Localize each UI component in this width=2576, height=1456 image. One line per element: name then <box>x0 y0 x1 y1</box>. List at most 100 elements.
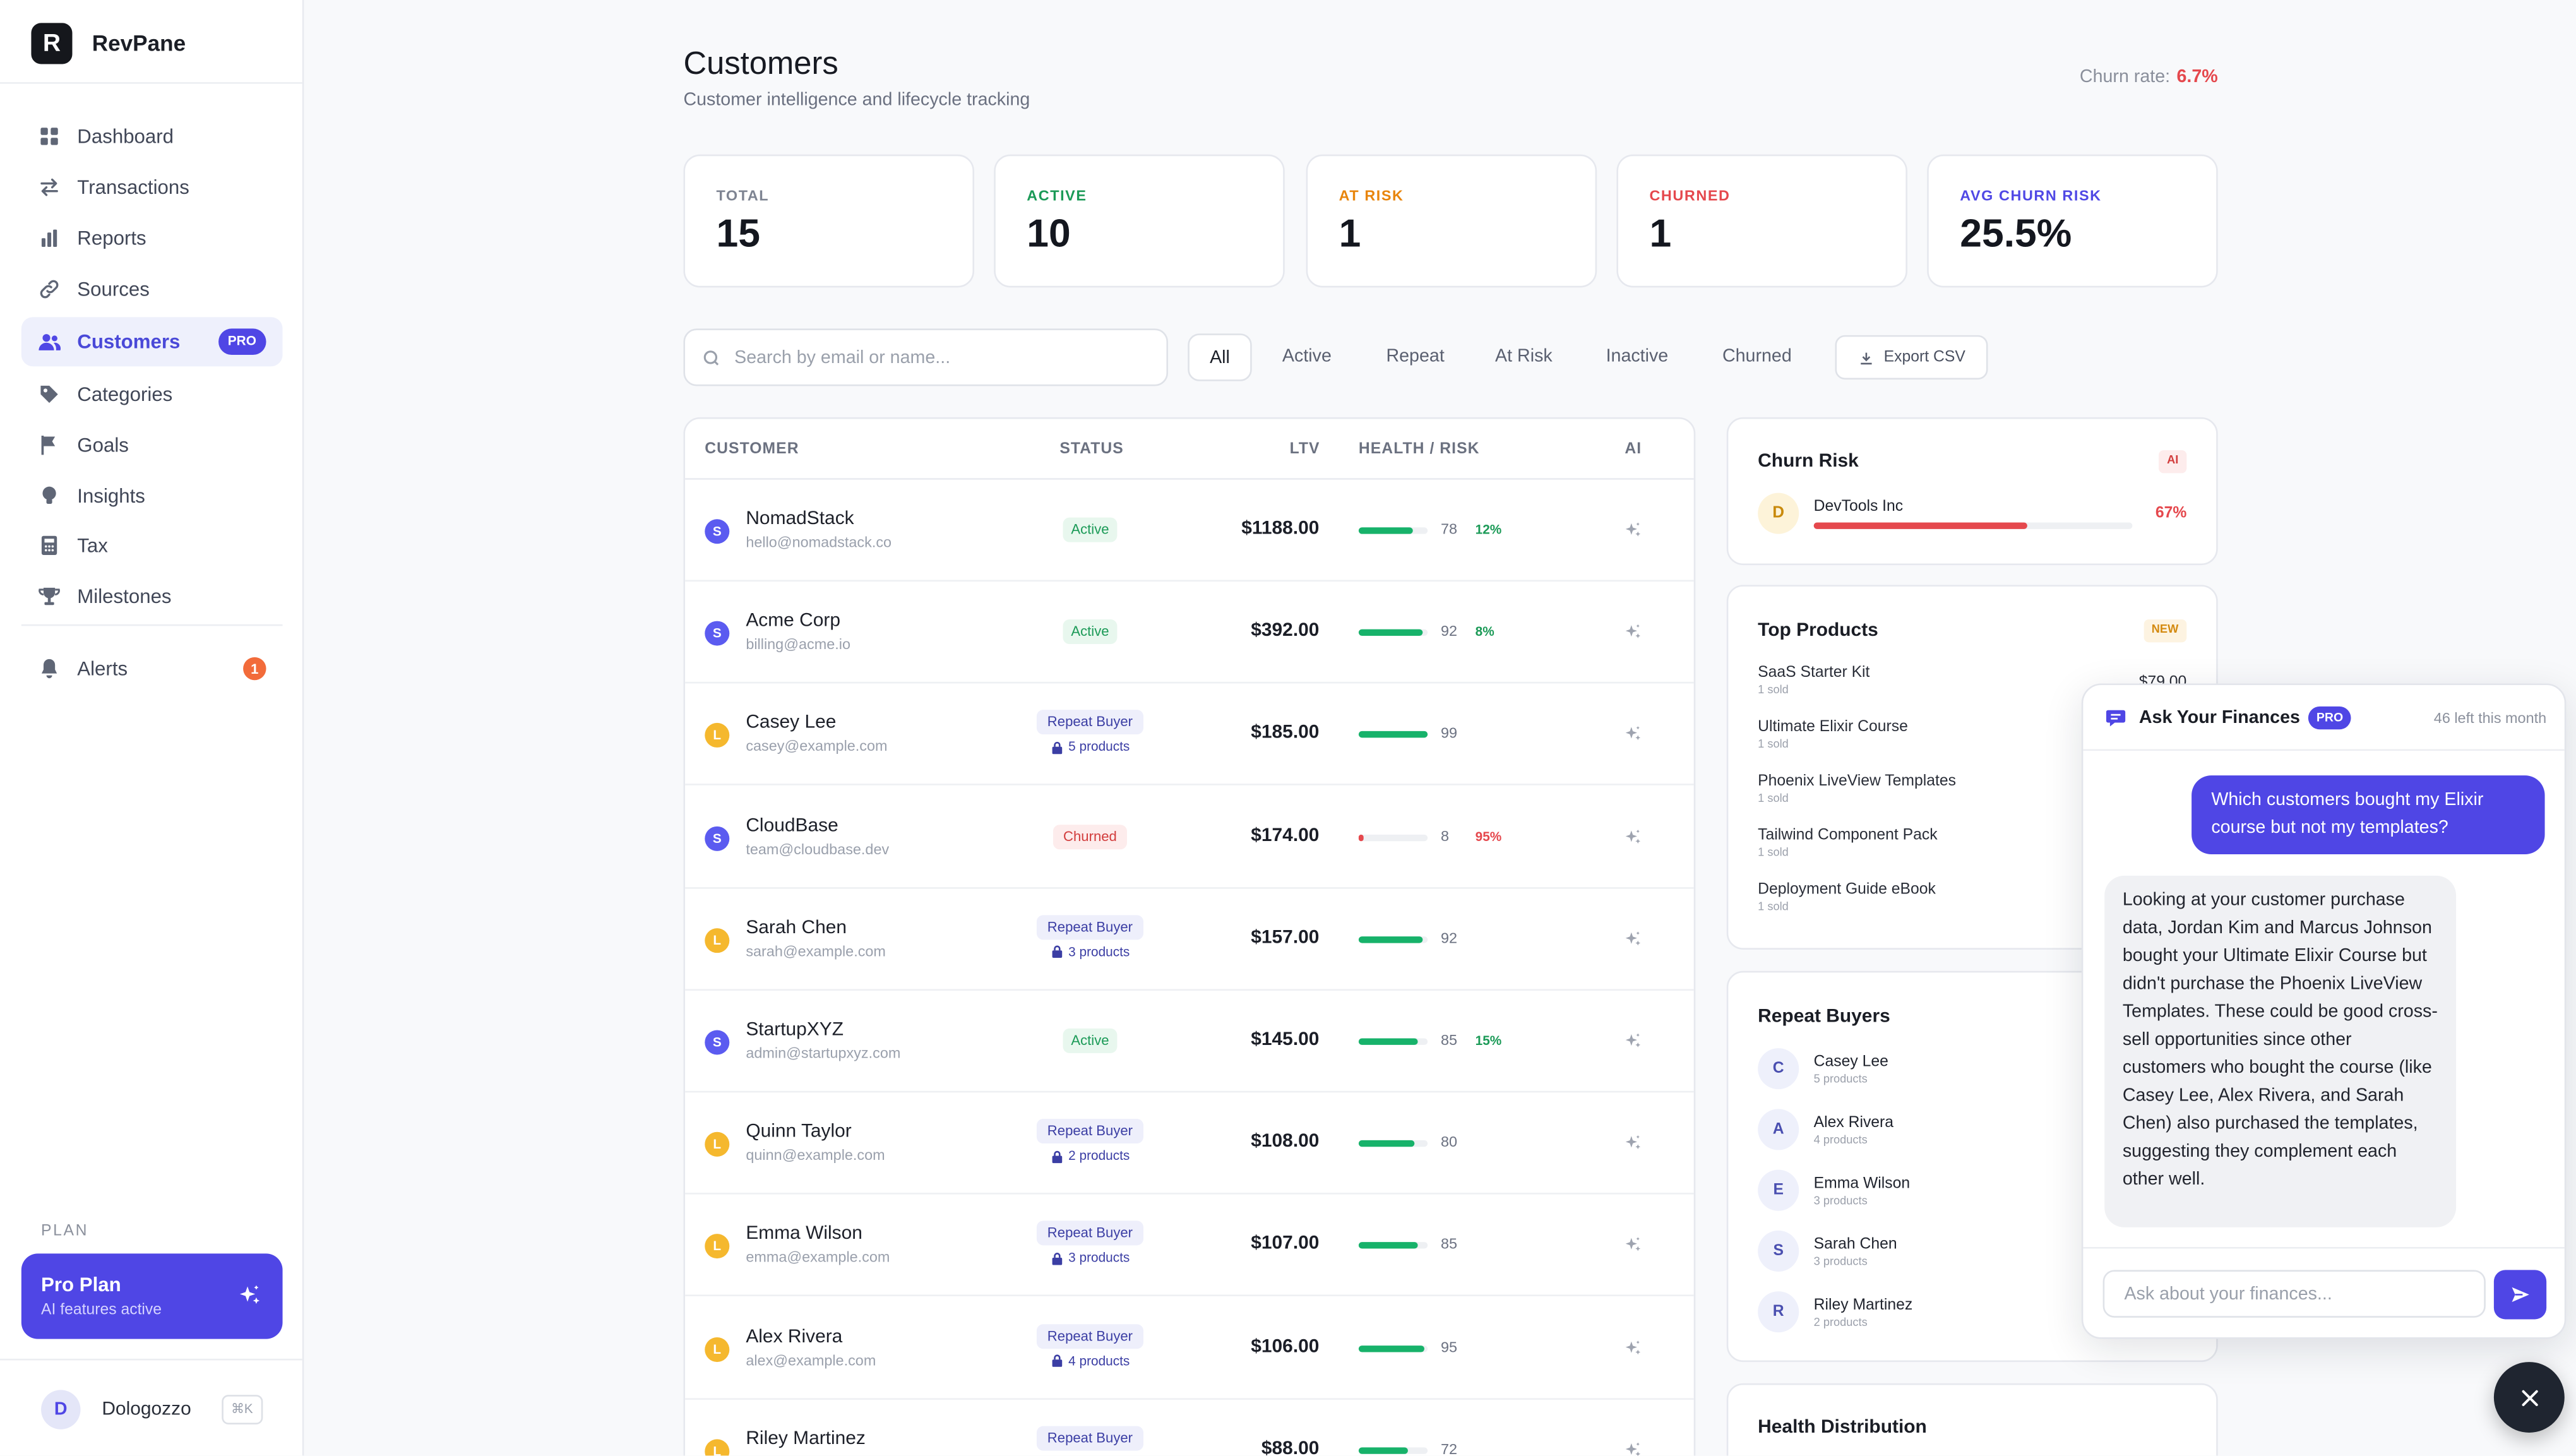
ai-sparkles-icon[interactable] <box>1623 1440 1643 1456</box>
sidebar-item-insights[interactable]: Insights <box>21 472 283 521</box>
products-count-label: 3 products <box>1068 944 1130 960</box>
ai-sparkles-icon[interactable] <box>1623 827 1643 847</box>
sidebar-item-tax[interactable]: Tax <box>21 521 283 570</box>
product-name: Tailwind Component Pack <box>1758 826 1938 845</box>
table-row[interactable]: L Alex Rivera alex@example.com Repeat Buyer… <box>685 1298 1694 1399</box>
customer-name[interactable]: Quinn Taylor <box>746 1122 852 1142</box>
new-tag: NEW <box>2143 619 2187 643</box>
filter-tab-inactive[interactable]: Inactive <box>1606 347 1669 367</box>
list-item[interactable]: C Casey Lee 5 products <box>1758 1048 2086 1090</box>
churn-risk-title: Churn Risk <box>1758 451 1859 472</box>
sidebar-divider <box>0 82 302 84</box>
chat-divider <box>2083 1246 2565 1249</box>
sidebar-item-sources[interactable]: Sources <box>21 265 283 314</box>
chat-input[interactable] <box>2102 1270 2486 1318</box>
sidebar-item-goals[interactable]: Goals <box>21 421 283 470</box>
list-item[interactable]: Deployment Guide eBook 1 sold <box>1758 881 1936 914</box>
filter-tab-all[interactable]: All <box>1188 333 1252 381</box>
list-item[interactable]: A Alex Rivera 4 products <box>1758 1109 2086 1150</box>
health-bar <box>1358 1140 1428 1147</box>
sidebar-item-dashboard[interactable]: Dashboard <box>21 112 283 161</box>
brand[interactable]: R RevPane <box>31 22 186 64</box>
send-button[interactable] <box>2493 1270 2547 1320</box>
ai-sparkles-icon[interactable] <box>1623 623 1643 643</box>
ai-sparkles-icon[interactable] <box>1623 1236 1643 1256</box>
sidebar-item-milestones[interactable]: Milestones <box>21 572 283 621</box>
table-row[interactable]: L Sarah Chen sarah@example.com Repeat Buyer… <box>685 888 1694 991</box>
table-row[interactable]: S CloudBase team@cloudbase.dev Churned $174.… <box>685 786 1694 888</box>
customer-name[interactable]: NomadStack <box>746 509 854 529</box>
search-input[interactable] <box>734 347 1129 367</box>
status-badge: Repeat Buyer <box>1036 1119 1144 1144</box>
customer-name[interactable]: CloudBase <box>746 816 838 836</box>
list-item[interactable]: SaaS Starter Kit 1 sold <box>1758 664 1869 696</box>
sidebar-item-alerts[interactable]: Alerts 1 <box>21 644 283 693</box>
buyer-name: Alex Rivera <box>1813 1114 1894 1132</box>
sidebar-item-reports[interactable]: Reports <box>21 213 283 263</box>
search-box[interactable] <box>683 328 1169 386</box>
stat-card-churned[interactable]: CHURNED 1 <box>1616 154 1907 288</box>
list-item[interactable]: Phoenix LiveView Templates 1 sold <box>1758 772 1956 805</box>
product-sold: 1 sold <box>1758 793 1789 805</box>
ai-sparkles-icon[interactable] <box>1623 725 1643 745</box>
table-row[interactable]: S StartupXYZ admin@startupxyz.com Active $14… <box>685 991 1694 1093</box>
customer-ltv: $174.00 <box>1251 825 1320 845</box>
column-header-status[interactable]: STATUS <box>1059 440 1124 458</box>
filter-tab-repeat[interactable]: Repeat <box>1386 347 1445 367</box>
sidebar-item-transactions[interactable]: Transactions <box>21 163 283 212</box>
stat-card-avg-churn-risk[interactable]: AVG CHURN RISK 25.5% <box>1927 154 2218 288</box>
churn-risk-customer[interactable]: DevTools Inc <box>1813 498 1904 516</box>
table-row[interactable]: L Emma Wilson emma@example.com Repeat Buyer… <box>685 1195 1694 1298</box>
list-item[interactable]: S Sarah Chen 3 products <box>1758 1230 2086 1272</box>
stat-value: 1 <box>1649 212 1672 256</box>
customer-name[interactable]: Emma Wilson <box>746 1224 862 1244</box>
ai-sparkles-icon[interactable] <box>1623 929 1643 949</box>
customer-ltv: $108.00 <box>1251 1132 1320 1152</box>
stat-card-active[interactable]: ACTIVE 10 <box>994 154 1285 288</box>
table-row[interactable]: L Riley Martinez Repeat Buyer $88.00 72 <box>685 1399 1694 1456</box>
table-row[interactable]: L Quinn Taylor quinn@example.com Repeat Buy… <box>685 1093 1694 1195</box>
table-row[interactable]: L Casey Lee casey@example.com Repeat Buyer 5… <box>685 684 1694 786</box>
filter-tab-at-risk[interactable]: At Risk <box>1495 347 1553 367</box>
customer-name[interactable]: Sarah Chen <box>746 918 847 938</box>
column-header-customer[interactable]: CUSTOMER <box>705 440 799 458</box>
customer-name[interactable]: StartupXYZ <box>746 1020 844 1041</box>
ai-sparkles-icon[interactable] <box>1623 1032 1643 1051</box>
list-item[interactable]: Ultimate Elixir Course 1 sold <box>1758 718 1908 751</box>
list-item[interactable]: E Emma Wilson 3 products <box>1758 1169 2086 1211</box>
sidebar-item-label: Dashboard <box>77 124 174 148</box>
customer-name[interactable]: Riley Martinez <box>746 1429 866 1449</box>
stat-card-at-risk[interactable]: AT RISK 1 <box>1306 154 1597 288</box>
ai-sparkles-icon[interactable] <box>1623 1134 1643 1154</box>
close-chat-button[interactable] <box>2493 1362 2565 1433</box>
table-row[interactable]: S NomadStack hello@nomadstack.co Active $118… <box>685 480 1694 582</box>
column-header-ltv[interactable]: LTV <box>1289 440 1320 458</box>
ai-sparkles-icon[interactable] <box>1623 1339 1643 1358</box>
user-menu[interactable]: D Dologozzo ⌘K <box>41 1390 263 1429</box>
filter-tab-churned[interactable]: Churned <box>1722 347 1792 367</box>
customer-name[interactable]: Acme Corp <box>746 611 841 631</box>
sidebar-item-categories[interactable]: Categories <box>21 369 283 419</box>
plan-title: Pro Plan <box>41 1273 121 1297</box>
health-distribution-panel: Health Distribution <box>1726 1383 2218 1456</box>
questions-remaining: 46 left this month <box>2433 710 2547 727</box>
table-row[interactable]: S Acme Corp billing@acme.io Active $392.00 92… <box>685 582 1694 684</box>
health-bar-fill <box>1358 1038 1417 1045</box>
filter-tab-active[interactable]: Active <box>1282 347 1332 367</box>
sidebar-item-customers[interactable]: Customers PRO <box>21 317 283 367</box>
command-shortcut[interactable]: ⌘K <box>221 1395 263 1424</box>
customer-name[interactable]: Alex Rivera <box>746 1327 843 1347</box>
health-distribution-title: Health Distribution <box>1758 1417 1927 1438</box>
column-header-health[interactable]: HEALTH / RISK <box>1358 440 1480 458</box>
status-badge: Active <box>1063 517 1118 542</box>
health-bar-fill <box>1358 1345 1424 1352</box>
health-score: 99 <box>1440 725 1458 742</box>
customer-name[interactable]: Casey Lee <box>746 713 837 734</box>
stat-card-total[interactable]: TOTAL 15 <box>683 154 975 288</box>
sidebar-item-label: Sources <box>77 277 150 301</box>
list-item[interactable]: Tailwind Component Pack 1 sold <box>1758 826 1937 859</box>
export-csv-button[interactable]: Export CSV <box>1835 335 1988 380</box>
pro-plan-card[interactable]: Pro Plan AI features active <box>21 1253 283 1339</box>
list-item[interactable]: R Riley Martinez 2 products <box>1758 1291 2086 1333</box>
ai-sparkles-icon[interactable] <box>1623 521 1643 540</box>
